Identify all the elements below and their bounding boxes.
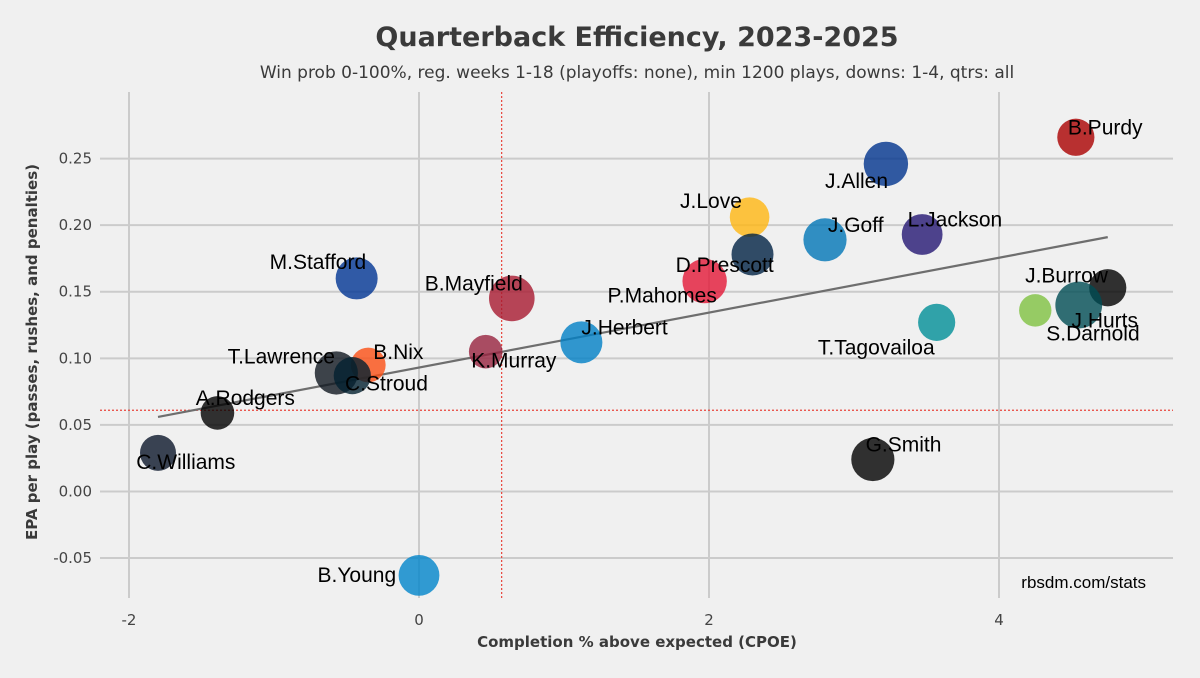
point-label: A.Rodgers <box>196 387 295 410</box>
y-tick-label: 0.20 <box>59 216 92 234</box>
point-label: J.Love <box>680 190 742 213</box>
chart-subtitle: Win prob 0-100%, reg. weeks 1-18 (playof… <box>260 63 1014 83</box>
point-j-love <box>729 197 770 237</box>
point-label: S.Darnold <box>1046 322 1139 345</box>
point-label: J.Allen <box>825 170 888 193</box>
point-j-herbert <box>560 321 603 364</box>
point-label: K.Murray <box>471 350 557 373</box>
point-j-goff <box>803 218 847 262</box>
point-p-mahomes <box>682 258 727 304</box>
point-k-murray <box>468 334 503 369</box>
point-label: B.Nix <box>373 341 424 364</box>
point-c-williams <box>140 434 176 471</box>
point-label: T.Lawrence <box>228 346 335 369</box>
x-tick-label: 2 <box>704 611 714 629</box>
y-tick-label: -0.05 <box>53 549 92 567</box>
points-layer <box>140 118 1127 596</box>
grid-layer <box>100 92 1173 598</box>
point-label: D.Prescott <box>676 254 774 277</box>
point-label: L.Jackson <box>908 208 1003 231</box>
chart-title: Quarterback Efficiency, 2023-2025 <box>375 22 898 53</box>
point-label: C.Williams <box>136 451 235 474</box>
y-tick-label: 0.05 <box>59 416 92 434</box>
point-c-stroud <box>333 357 371 395</box>
point-label: B.Mayfield <box>425 272 523 295</box>
point-l-jackson <box>901 214 943 255</box>
labels-layer: B.Purdy J.Allen J.Love J.Goff L.Jackson D.Pre… <box>136 116 1143 587</box>
trendline-layer <box>157 236 1108 418</box>
x-tick-label: -2 <box>122 611 137 629</box>
point-d-prescott <box>731 233 774 276</box>
point-g-smith <box>851 437 895 482</box>
ticks-layer: -2 0 2 4 -0.05 0.00 0.05 0.10 0.15 0.20 0.25 <box>53 150 1004 629</box>
point-label: P.Mahomes <box>608 284 717 307</box>
point-t-tagovailoa <box>918 303 956 341</box>
reference-lines-layer <box>100 92 1173 598</box>
x-axis-label: Completion % above expected (CPOE) <box>477 633 797 651</box>
point-b-young <box>398 554 440 596</box>
watermark: rbsdm.com/stats <box>1021 573 1146 592</box>
point-label: J.Burrow <box>1025 264 1109 287</box>
y-tick-label: 0.00 <box>59 482 92 500</box>
point-j-allen <box>863 141 909 187</box>
point-b-purdy <box>1057 118 1095 156</box>
y-tick-label: 0.15 <box>59 283 92 301</box>
y-axis-label: EPA per play (passes, rushes, and penalt… <box>23 164 41 540</box>
point-a-rodgers <box>200 396 235 430</box>
point-label: B.Purdy <box>1068 116 1143 139</box>
x-tick-label: 4 <box>994 611 1004 629</box>
y-tick-label: 0.25 <box>59 150 92 168</box>
point-b-mayfield <box>489 275 535 322</box>
point-label: J.Goff <box>828 214 884 237</box>
point-label: C.Stroud <box>345 372 428 395</box>
point-m-stafford <box>335 257 378 300</box>
point-s-darnold <box>1019 294 1052 327</box>
y-tick-label: 0.10 <box>59 349 92 367</box>
point-label: J.Hurts <box>1072 310 1139 333</box>
point-label: M.Stafford <box>270 251 367 274</box>
point-label: T.Tagovailoa <box>818 336 935 359</box>
point-j-hurts <box>1055 281 1103 329</box>
point-label: J.Herbert <box>581 316 668 339</box>
x-tick-label: 0 <box>414 611 424 629</box>
trendline <box>157 236 1108 418</box>
point-label: G.Smith <box>866 434 942 457</box>
point-label: B.Young <box>318 564 397 587</box>
